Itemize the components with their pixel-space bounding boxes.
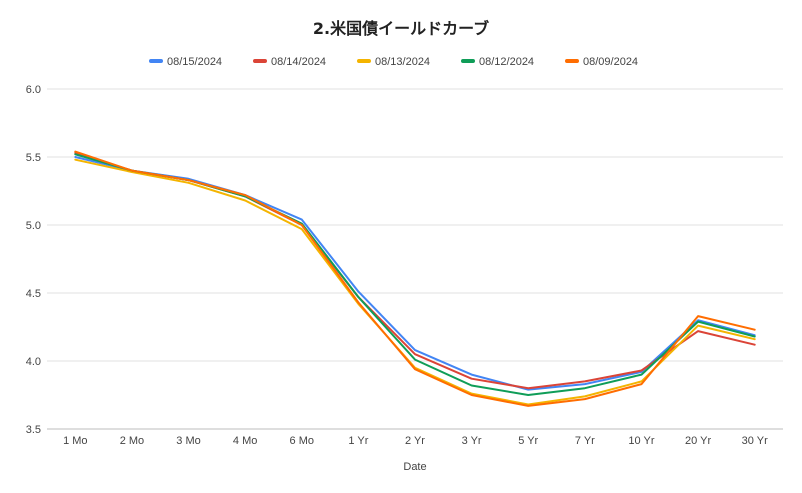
x-tick-label: 7 Yr [575, 435, 595, 447]
series-lines [74, 150, 756, 407]
legend-item[interactable]: 08/15/2024 [149, 56, 222, 68]
gridlines [47, 88, 783, 430]
x-tick-label: 1 Mo [63, 435, 87, 447]
x-tick-label: 1 Yr [348, 435, 368, 447]
x-tick-label: 2 Mo [120, 435, 144, 447]
x-tick-label: 5 Yr [518, 435, 538, 447]
x-tick-label: 10 Yr [628, 435, 654, 447]
y-tick-label: 3.5 [26, 424, 41, 436]
legend-item[interactable]: 08/13/2024 [357, 56, 430, 68]
legend-label: 08/09/2024 [583, 56, 638, 68]
x-tick-label: 4 Mo [233, 435, 257, 447]
y-tick-label: 6.0 [26, 84, 41, 96]
y-tick-label: 4.5 [26, 288, 41, 300]
chart-title: 2.米国債イールドカーブ [313, 19, 489, 38]
series-line-08-15-2024 [74, 156, 756, 391]
x-tick-label: 6 Mo [290, 435, 314, 447]
x-tick-label: 20 Yr [685, 435, 711, 447]
x-tick-label: 3 Mo [176, 435, 200, 447]
legend-item[interactable]: 08/14/2024 [253, 56, 326, 68]
legend-item[interactable]: 08/12/2024 [461, 56, 534, 68]
x-axis-title: Date [403, 461, 426, 473]
legend-label: 08/15/2024 [167, 56, 222, 68]
series-line-08-14-2024 [74, 151, 756, 390]
y-tick-label: 4.0 [26, 356, 41, 368]
legend: 08/15/2024 08/14/2024 08/13/2024 08/12/2024… [149, 56, 638, 68]
legend-label: 08/14/2024 [271, 56, 326, 68]
y-tick-label: 5.5 [26, 152, 41, 164]
legend-label: 08/12/2024 [479, 56, 534, 68]
x-tick-label: 3 Yr [462, 435, 482, 447]
x-tick-label: 30 Yr [742, 435, 768, 447]
y-tick-label: 5.0 [26, 220, 41, 232]
x-axis-ticks: 1 Mo 2 Mo 3 Mo 4 Mo 6 Mo 1 Yr 2 Yr 3 Yr 5 Yr 7 Yr… [63, 435, 768, 447]
legend-item[interactable]: 08/09/2024 [565, 56, 638, 68]
series-line-08-12-2024 [74, 153, 756, 396]
legend-label: 08/13/2024 [375, 56, 430, 68]
y-axis-ticks: 6.0 5.5 5.0 4.5 4.0 3.5 [26, 84, 41, 436]
x-tick-label: 2 Yr [405, 435, 425, 447]
series-line-08-09-2024 [74, 150, 756, 407]
